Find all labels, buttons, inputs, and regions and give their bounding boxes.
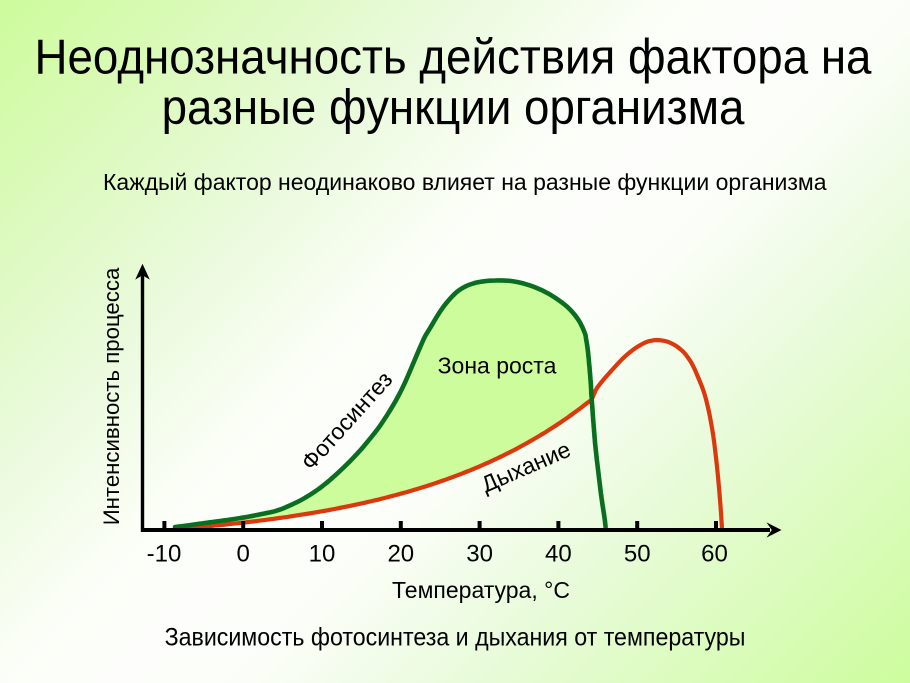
- svg-text:50: 50: [624, 541, 651, 568]
- svg-text:10: 10: [309, 541, 336, 568]
- svg-text:Температура, °C: Температура, °C: [392, 577, 570, 603]
- svg-text:30: 30: [466, 541, 493, 568]
- svg-text:Зона роста: Зона роста: [438, 353, 557, 379]
- svg-text:Интенсивность процесса: Интенсивность процесса: [99, 267, 124, 525]
- svg-text:0: 0: [237, 541, 250, 568]
- svg-text:20: 20: [387, 541, 414, 568]
- svg-text:60: 60: [701, 541, 728, 568]
- svg-text:40: 40: [545, 541, 572, 568]
- svg-text:-10: -10: [147, 541, 182, 568]
